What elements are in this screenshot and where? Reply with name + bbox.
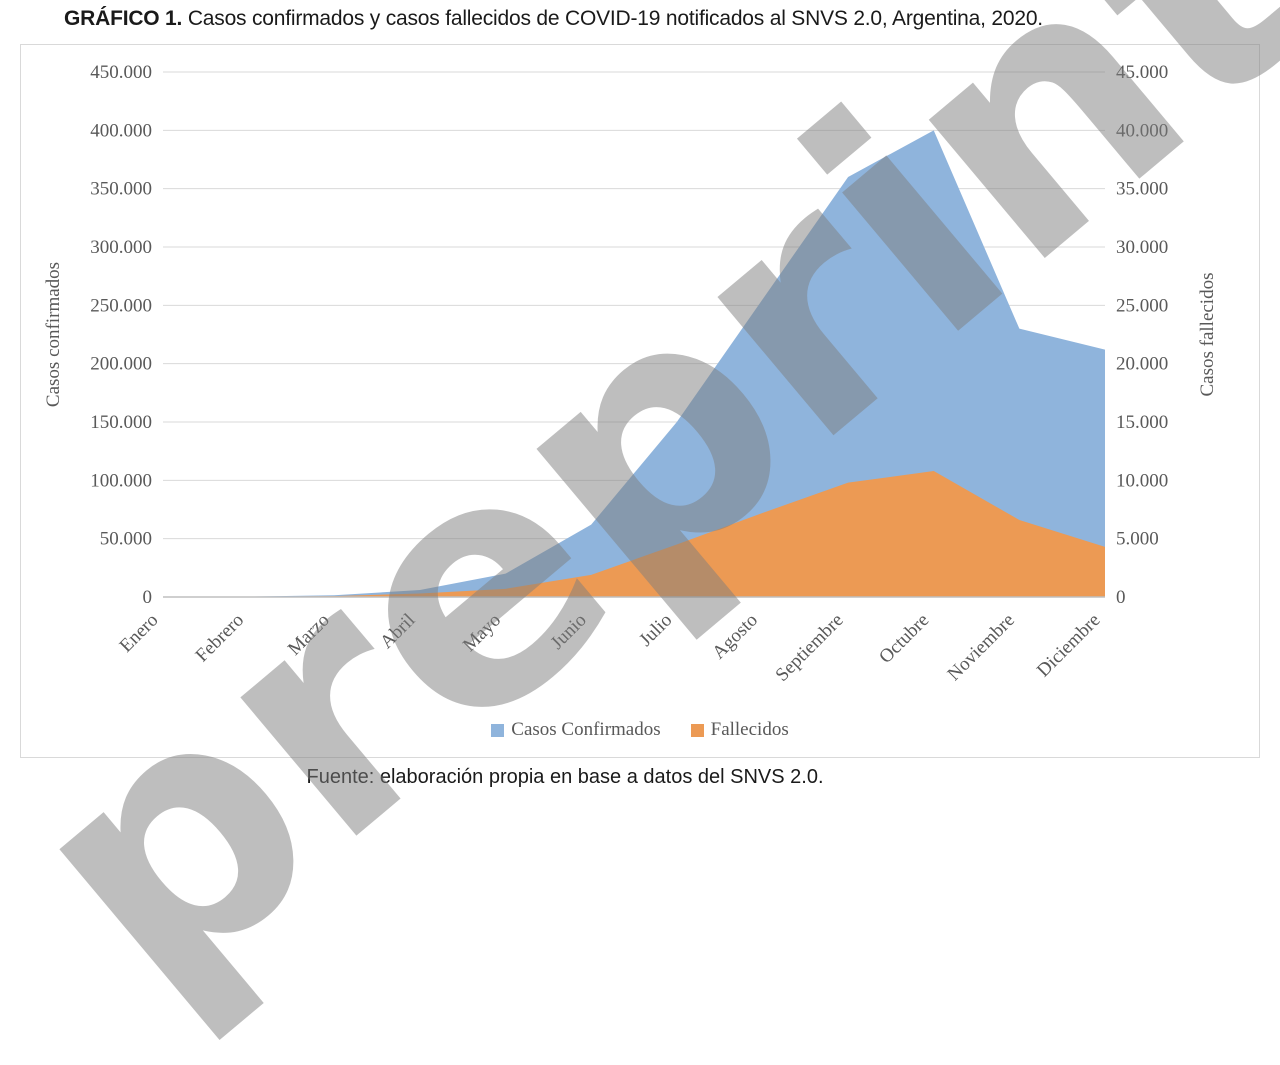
right-axis-tick-label: 5.000 (1116, 529, 1159, 550)
x-axis-tick-label: Octubre (875, 610, 933, 668)
left-axis-tick-label: 150.000 (90, 412, 152, 433)
area-chart: 0 0 50.000 5.000 100.000 10.000 150.000 15.000 2… (43, 62, 1218, 686)
right-axis-tick-label: 30.000 (1116, 237, 1168, 258)
right-axis-title: Casos fallecidos (1197, 272, 1218, 396)
right-axis-tick-label: 25.000 (1116, 295, 1168, 316)
left-axis-tick-label: 200.000 (90, 354, 152, 375)
left-axis-tick-label: 400.000 (90, 120, 152, 141)
source-caption: Fuente: elaboración propia en base a dat… (306, 766, 824, 788)
x-axis-tick-label: Mayo (459, 610, 505, 656)
x-axis-tick-label: Febrero (192, 610, 249, 667)
left-axis-tick-label: 350.000 (90, 179, 152, 200)
left-axis-tick-label: 250.000 (90, 295, 152, 316)
left-axis-tick-label: 300.000 (90, 237, 152, 258)
chart-title-number: GRÁFICO 1. (64, 7, 183, 30)
right-axis-tick-label: 20.000 (1116, 354, 1168, 375)
left-axis-tick-label: 0 (143, 587, 153, 608)
x-axis-tick-label: Enero (116, 610, 163, 657)
right-axis-tick-label: 15.000 (1116, 412, 1168, 433)
chart-legend: Casos Confirmados Fallecidos (21, 719, 1259, 741)
x-axis-tick-label: Marzo (284, 610, 334, 660)
left-axis-tick-label: 50.000 (100, 529, 152, 550)
x-axis-tick-label: Septiembre (772, 610, 848, 686)
legend-item: Casos Confirmados (491, 719, 661, 741)
right-axis-tick-label: 40.000 (1116, 120, 1168, 141)
right-axis-tick-label: 45.000 (1116, 62, 1168, 83)
left-axis-tick-label: 100.000 (90, 470, 152, 491)
legend-label: Fallecidos (710, 719, 789, 740)
area-series-fallecidos (163, 471, 1105, 597)
legend-swatch (491, 723, 505, 737)
left-axis-title: Casos confirmados (43, 262, 64, 407)
right-axis-tick-label: 0 (1116, 587, 1126, 608)
legend-swatch (690, 723, 704, 737)
x-axis-tick-label: Diciembre (1033, 610, 1105, 682)
x-axis-tick-label: Agosto (708, 610, 762, 664)
left-axis-tick-label: 450.000 (90, 62, 152, 83)
chart-title-text: Casos confirmados y casos fallecidos de … (182, 7, 1043, 30)
legend-label: Casos Confirmados (511, 719, 661, 740)
x-axis-tick-label: Abril (376, 610, 419, 653)
x-axis-tick-label: Noviembre (944, 610, 1019, 685)
legend-item: Fallecidos (690, 719, 789, 741)
chart-title: GRÁFICO 1. Casos confirmados y casos fal… (64, 7, 1043, 31)
chart-frame: 0 0 50.000 5.000 100.000 10.000 150.000 15.000 2… (20, 44, 1260, 758)
right-axis-tick-label: 10.000 (1116, 470, 1168, 491)
x-axis-tick-label: Junio (547, 610, 591, 654)
x-axis-tick-label: Julio (635, 610, 676, 651)
right-axis-tick-label: 35.000 (1116, 179, 1168, 200)
